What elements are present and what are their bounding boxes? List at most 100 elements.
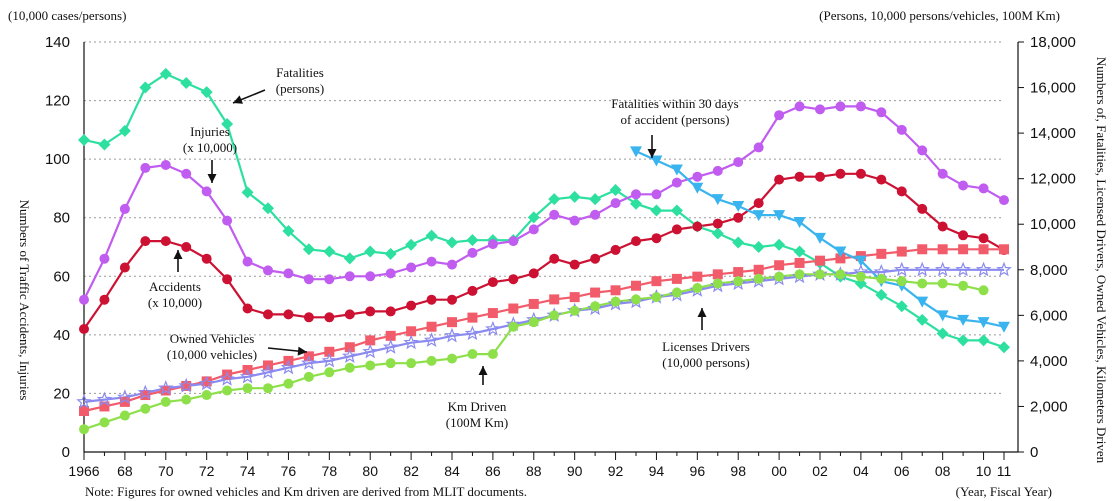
data-point (467, 312, 478, 323)
data-point (671, 177, 682, 188)
data-point (365, 360, 376, 371)
x-tick-label: 72 (199, 463, 215, 479)
x-tick-label: 06 (894, 463, 910, 479)
data-point (343, 252, 356, 265)
data-point (528, 317, 539, 328)
data-point (324, 274, 335, 285)
data-point (936, 327, 949, 340)
series-line-injuries (83, 105, 1005, 301)
data-point (896, 124, 907, 135)
data-point (876, 273, 887, 284)
data-point (958, 244, 969, 255)
data-point (323, 245, 336, 258)
data-point (119, 262, 130, 273)
data-point (180, 77, 193, 89)
annotation-fatalities: Fatalities (276, 65, 324, 80)
x-tick-label: 86 (485, 463, 501, 479)
data-point (568, 190, 581, 203)
data-point (447, 353, 457, 364)
data-point (117, 389, 133, 404)
data-point (895, 300, 908, 313)
data-point (854, 255, 867, 267)
data-point (444, 327, 460, 343)
data-point (201, 186, 212, 197)
data-point (549, 253, 560, 264)
data-point (590, 287, 601, 298)
data-point (140, 236, 151, 247)
left-tick-label: 140 (45, 34, 70, 51)
left-tick-label: 20 (53, 385, 70, 402)
annotation-km_driven: Km Driven (448, 399, 507, 414)
annotation-accidents: (x 10,000) (148, 295, 202, 310)
right-tick-label: 12,000 (1030, 171, 1076, 188)
data-point (999, 195, 1009, 206)
data-point (569, 292, 580, 303)
x-tick-label: 90 (567, 463, 583, 479)
annotation-arrowhead (233, 95, 243, 104)
data-point (280, 359, 297, 375)
data-point (774, 271, 785, 282)
data-point (794, 269, 805, 280)
data-point (589, 193, 602, 206)
data-point (977, 334, 990, 347)
data-point (321, 352, 338, 368)
data-point (937, 244, 948, 255)
data-point (79, 406, 89, 416)
data-point (78, 133, 90, 146)
data-point (158, 380, 174, 395)
data-point (631, 189, 641, 200)
data-point (671, 287, 682, 298)
data-point (160, 236, 171, 247)
annotation-arrowhead (478, 366, 488, 375)
data-point (957, 314, 970, 326)
left-tick-label: 0 (62, 444, 70, 461)
data-point (446, 236, 458, 249)
data-point (815, 171, 825, 182)
data-point (221, 118, 234, 130)
data-point (242, 256, 253, 267)
x-tick-label: 74 (240, 463, 256, 479)
data-point (855, 101, 866, 112)
annotation-arrowhead (297, 346, 307, 356)
data-point (692, 171, 703, 182)
data-point (590, 253, 601, 264)
data-point (79, 424, 89, 435)
right-axis-unit: (Persons, 10,000 persons/vehicles, 100M … (819, 8, 1060, 23)
data-point (242, 303, 253, 314)
x-tick-label: 84 (444, 463, 460, 479)
annotation-owned_vehicles: (10,000 vehicles) (167, 347, 257, 362)
data-point (139, 81, 152, 94)
data-point (302, 243, 315, 256)
data-point (342, 348, 358, 363)
data-point (382, 339, 399, 354)
x-tick-label: 1966 (68, 463, 99, 479)
data-point (160, 160, 171, 170)
data-point (528, 224, 539, 235)
data-point (140, 162, 151, 173)
data-point (426, 321, 437, 332)
data-point (955, 261, 971, 277)
data-point (774, 260, 785, 271)
annotation-accidents: Accidents (149, 279, 201, 294)
data-point (774, 174, 785, 185)
data-point (181, 242, 192, 252)
data-point (283, 378, 294, 389)
data-point (651, 233, 662, 244)
data-point (815, 255, 825, 266)
data-point (631, 280, 641, 291)
data-point (936, 310, 949, 322)
data-point (263, 265, 273, 276)
x-axis-unit: (Year, Fiscal Year) (956, 484, 1052, 499)
annotation-km_driven: (100M Km) (446, 415, 508, 430)
data-point (815, 269, 825, 280)
footnote: Note: Figures for owned vehicles and Km … (85, 484, 527, 499)
data-point (241, 186, 254, 199)
left-tick-label: 120 (45, 93, 70, 110)
data-point (975, 261, 992, 277)
data-point (569, 259, 580, 270)
x-tick-label: 04 (853, 463, 869, 479)
data-point (937, 278, 948, 289)
data-point (733, 276, 744, 287)
data-point (733, 267, 744, 278)
data-point (876, 248, 887, 259)
